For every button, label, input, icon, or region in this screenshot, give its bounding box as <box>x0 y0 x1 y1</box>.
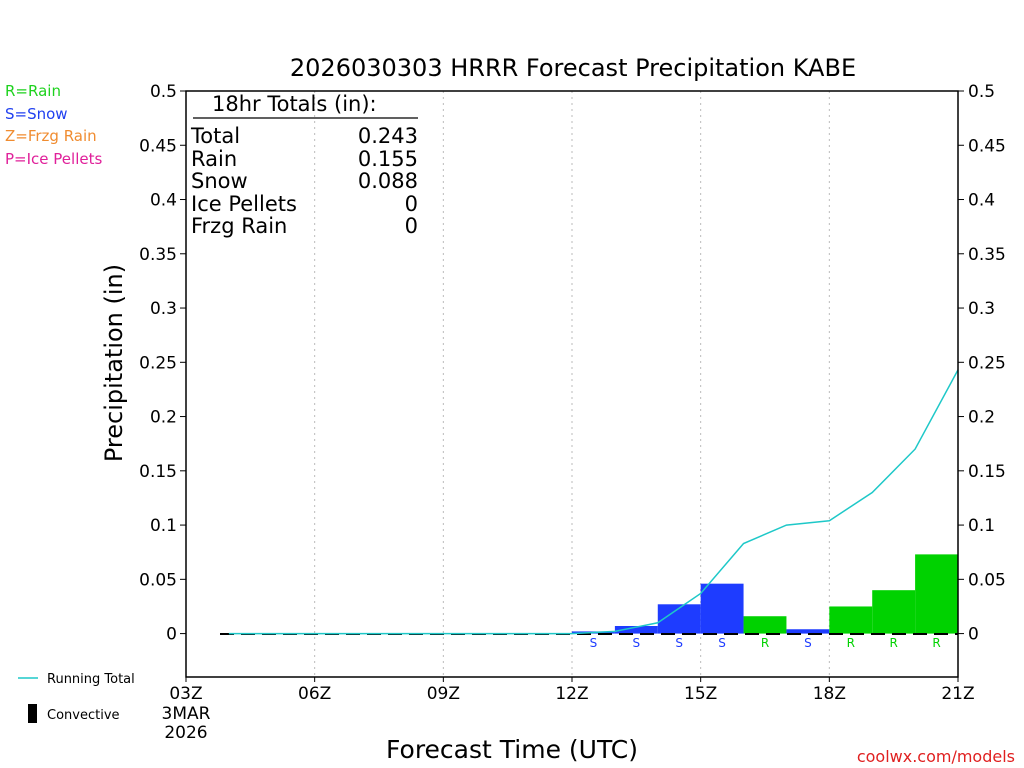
totals-value-total: 0.243 <box>358 124 418 148</box>
precip-bar <box>829 606 873 634</box>
y-tick-label-left: 0.25 <box>139 353 177 373</box>
totals-value-frzg-rain: 0 <box>405 214 418 238</box>
precip-bar <box>700 583 744 634</box>
y-tick-label-right: 0.2 <box>968 408 995 428</box>
totals-box: 18hr Totals (in): Total 0.243 Rain 0.155… <box>190 92 418 238</box>
y-tick-label-left: 0.3 <box>150 299 177 319</box>
ptype-legend: R=Rain S=Snow Z=Frzg Rain P=Ice Pellets <box>5 82 102 168</box>
ptype-label: R <box>889 636 897 650</box>
totals-label-total: Total <box>190 124 240 148</box>
totals-value-ice-pellets: 0 <box>405 192 418 216</box>
x-tick-sublabel: 2026 <box>164 723 207 743</box>
y-tick-label-left: 0 <box>166 625 177 645</box>
precip-bar <box>786 629 830 634</box>
ptype-legend-rain: R=Rain <box>5 82 61 100</box>
y-tick-label-left: 0.05 <box>139 570 177 590</box>
grid-lines <box>314 91 830 677</box>
precip-bar <box>915 554 958 634</box>
y-tick-label-right: 0.05 <box>968 570 1006 590</box>
y-axis-label: Precipitation (in) <box>100 264 128 462</box>
convective-legend-swatch <box>28 704 37 723</box>
totals-label-ice-pellets: Ice Pellets <box>191 192 297 216</box>
totals-label-frzg-rain: Frzg Rain <box>191 214 287 238</box>
ptype-label: S <box>590 636 598 650</box>
y-tick-label-right: 0.25 <box>968 353 1006 373</box>
y-tick-label-right: 0.15 <box>968 462 1006 482</box>
y-tick-label-left: 0.1 <box>150 516 177 536</box>
y-tick-label-left: 0.5 <box>150 82 177 102</box>
running-total-legend-label: Running Total <box>47 672 135 687</box>
ptype-label: S <box>804 636 812 650</box>
y-tick-label-left: 0.35 <box>139 245 177 265</box>
totals-label-snow: Snow <box>191 169 248 193</box>
series-legend: Running Total Convective <box>18 672 135 723</box>
chart-title: 2026030303 HRRR Forecast Precipitation K… <box>290 54 856 82</box>
x-tick-label: 21Z <box>941 684 974 704</box>
totals-heading: 18hr Totals (in): <box>212 92 377 116</box>
x-tick-sublabel: 3MAR <box>162 704 211 724</box>
totals-value-rain: 0.155 <box>358 147 418 171</box>
running-total-line <box>228 369 959 635</box>
y-tick-label-right: 0.3 <box>968 299 995 319</box>
y-tick-label-left: 0.15 <box>139 462 177 482</box>
x-axis-label: Forecast Time (UTC) <box>386 735 638 764</box>
y-tick-label-left: 0.4 <box>150 191 177 211</box>
y-tick-label-right: 0.35 <box>968 245 1006 265</box>
ptype-legend-ice-pellets: P=Ice Pellets <box>5 150 102 168</box>
x-tick-label: 06Z <box>298 684 331 704</box>
ptype-label: R <box>932 636 940 650</box>
totals-label-rain: Rain <box>191 147 237 171</box>
precip-bar <box>743 616 787 634</box>
y-tick-label-right: 0.45 <box>968 136 1006 156</box>
x-tick-label: 03Z <box>169 684 202 704</box>
y-tick-label-left: 0.2 <box>150 408 177 428</box>
y-tick-label-right: 0.1 <box>968 516 995 536</box>
y-tick-label-right: 0.4 <box>968 191 995 211</box>
ptype-label: S <box>675 636 683 650</box>
precip-bar <box>657 604 701 634</box>
x-tick-label: 15Z <box>684 684 717 704</box>
ptype-legend-frzg-rain: Z=Frzg Rain <box>5 127 97 145</box>
ptype-label: R <box>847 636 855 650</box>
ptype-label: S <box>633 636 641 650</box>
precip-bar <box>872 590 916 634</box>
y-tick-label-left: 0.45 <box>139 136 177 156</box>
hourly-bars <box>572 554 958 634</box>
credit-text: coolwx.com/models <box>857 747 1015 766</box>
ptype-label: S <box>718 636 726 650</box>
precip-bar <box>614 625 658 634</box>
ptype-legend-snow: S=Snow <box>5 105 68 123</box>
totals-value-snow: 0.088 <box>358 169 418 193</box>
x-tick-label: 12Z <box>555 684 588 704</box>
y-tick-label-right: 0 <box>968 625 979 645</box>
x-tick-label: 18Z <box>813 684 846 704</box>
ptype-label: R <box>761 636 769 650</box>
x-tick-label: 09Z <box>427 684 460 704</box>
y-tick-label-right: 0.5 <box>968 82 995 102</box>
y-axis-ticks: 0 00.05 0.050.1 0.10.15 0.150.2 0.20.25 0.250.… <box>139 82 1006 645</box>
convective-legend-label: Convective <box>47 708 120 723</box>
